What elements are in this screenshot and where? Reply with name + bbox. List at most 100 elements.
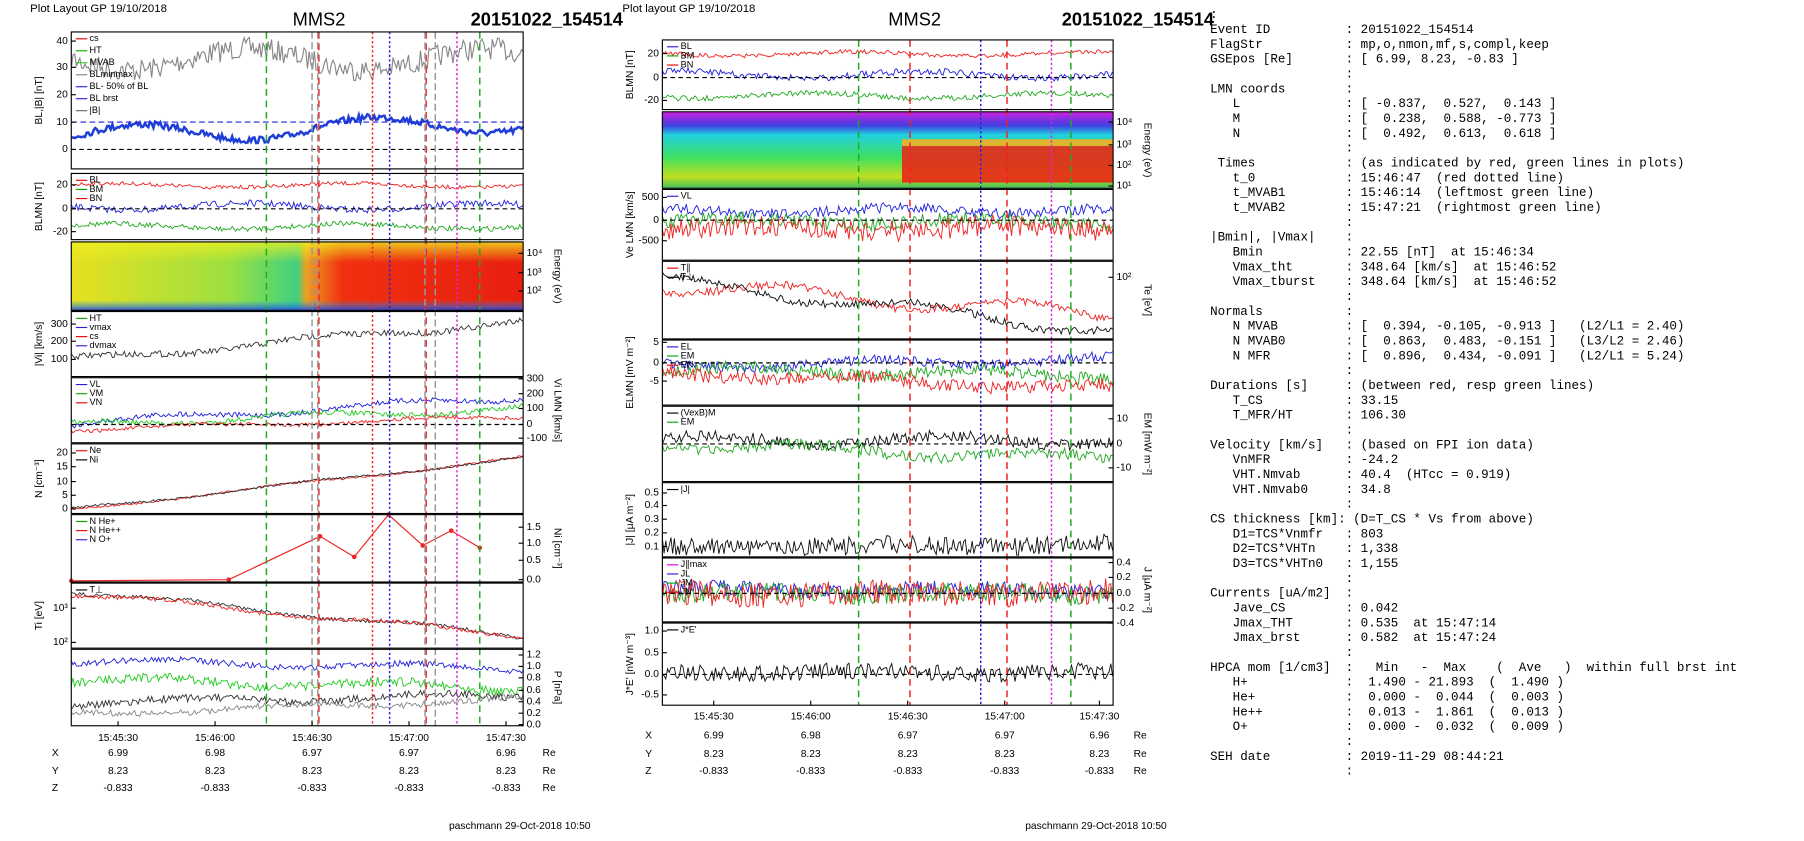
tick-label: 200 [527, 388, 544, 399]
trace [71, 220, 524, 233]
tick-label: 0 [653, 72, 659, 83]
summary-line: : [1210, 142, 1353, 156]
panel-frame [70, 514, 524, 583]
ephemeris-label: Z [645, 766, 651, 777]
trace [71, 180, 524, 190]
legend-entry: BM [681, 50, 695, 60]
panel-frame [70, 648, 524, 727]
summary-line: Velocity [km/s] : (based on FPI ion data… [1210, 438, 1534, 452]
trace [70, 199, 524, 214]
panel-frame [661, 339, 1114, 406]
axis-label: BL,|B| [nT] [34, 76, 45, 124]
summary-line: He++ : 0.013 - 1.861 ( 0.013 ) [1210, 705, 1564, 719]
trace [661, 428, 1113, 452]
legend-entry: VM [90, 388, 104, 398]
ephemeris-value: 6.98 [205, 748, 225, 759]
summary-line: D1=TCS*Vnmfr : 803 [1210, 527, 1383, 541]
legend-entry: cs [90, 331, 100, 341]
summary-line: : [1210, 735, 1353, 749]
tick-label: 0 [653, 358, 659, 369]
spectrogram-band [902, 139, 1114, 147]
ephemeris-unit: Re [1134, 731, 1147, 742]
tick-label: -20 [644, 95, 659, 106]
tick-label: 1.0 [527, 661, 542, 672]
ephemeris-label: Z [52, 783, 58, 794]
tick-label: 10 [1117, 414, 1129, 425]
trace [70, 672, 524, 697]
ephemeris-value: 8.23 [801, 749, 821, 760]
tick-label: -500 [638, 235, 659, 246]
axis-label: J [μA m⁻²] [1142, 567, 1153, 613]
tick-label: 0 [653, 215, 659, 226]
x-tick-label: 15:47:30 [486, 733, 526, 744]
trace [662, 89, 1113, 103]
tick-label: -100 [527, 433, 548, 444]
legend-entry: |B| [90, 105, 101, 115]
tick-label: 0 [1117, 439, 1123, 450]
ephemeris-value: 6.99 [108, 748, 128, 759]
axis-label: |J| [μA m⁻²] [625, 494, 636, 546]
trace [70, 689, 524, 711]
ephemeris-unit: Re [543, 748, 556, 759]
ephemeris-value: 6.98 [801, 731, 821, 742]
ephemeris-value: -0.833 [200, 783, 229, 794]
legend-entry: |J| [681, 484, 690, 494]
summary-line: D2=TCS*VHTn : 1,338 [1210, 542, 1398, 556]
trace [661, 201, 1113, 220]
axis-label: Ve LMN [km/s] [625, 191, 636, 258]
tick-label: -20 [53, 226, 68, 237]
tick-label: 0 [62, 504, 68, 515]
tick-label: 10² [53, 637, 68, 648]
legend-entry: Ni [90, 454, 99, 464]
summary-line: : [1210, 646, 1353, 660]
ephemeris-value: -0.833 [491, 783, 520, 794]
axis-label: Ti [eV] [34, 601, 45, 630]
ephemeris-value: -0.833 [893, 766, 922, 777]
axis-label: Vi LMN [km/s] [552, 378, 563, 442]
tick-label: 20 [56, 448, 68, 459]
footer: paschmann 29-Oct-2018 10:50 [449, 821, 591, 832]
trace [70, 317, 524, 361]
tick-label: 15 [56, 461, 68, 472]
tick-label: 1.2 [527, 650, 542, 661]
tick-label: 10² [1117, 272, 1132, 283]
tick-label: 10² [1117, 160, 1132, 171]
tick-label: 0.1 [645, 541, 660, 552]
summary-line: : [1210, 498, 1353, 512]
hpca-point [226, 577, 232, 582]
panel-frame [70, 377, 524, 444]
axis-label: N [cm⁻³] [34, 459, 45, 498]
axis-label: Ni [cm⁻³] [552, 528, 563, 569]
panel-frame [70, 31, 524, 170]
tick-label: 100 [51, 354, 68, 365]
axis-label: P [nPa] [552, 671, 563, 705]
ephemeris-value: 8.23 [496, 766, 516, 777]
x-tick-label: 15:45:30 [694, 711, 734, 722]
summary-line: Jave_CS : 0.042 [1210, 602, 1398, 616]
tick-label: 5 [653, 337, 659, 348]
legend-entry: N He+ [90, 516, 116, 526]
summary-line: : [1210, 424, 1353, 438]
ephemeris-value: 6.97 [995, 731, 1015, 742]
x-tick-label: 15:46:30 [888, 711, 928, 722]
x-tick-label: 15:47:30 [1079, 711, 1119, 722]
trace [661, 272, 1113, 336]
legend-entry: MVAB [90, 57, 115, 67]
summary-line: : [1210, 290, 1353, 304]
summary-line: Vmax_tht : 348.64 [km/s] at 15:46:52 [1210, 260, 1556, 274]
legend-entry: EL [681, 341, 692, 351]
axis-label: Energy (eV) [552, 249, 563, 304]
ephemeris-value: -0.833 [1085, 766, 1114, 777]
spectrogram-band [902, 146, 1114, 183]
tick-label: 0.4 [645, 500, 660, 511]
legend-entry: BL brst [90, 93, 119, 103]
hpca-point [351, 554, 357, 560]
trace [661, 359, 1113, 386]
summary-line: VnMFR : -24.2 [1210, 453, 1398, 467]
summary-line: VHT.Nmvab : 40.4 (HTcc = 0.919) [1210, 468, 1511, 482]
panel-frame [661, 188, 1114, 261]
panel-frame [70, 443, 524, 515]
spectrograms [71, 111, 1114, 311]
ephemeris-value: 8.23 [898, 749, 918, 760]
